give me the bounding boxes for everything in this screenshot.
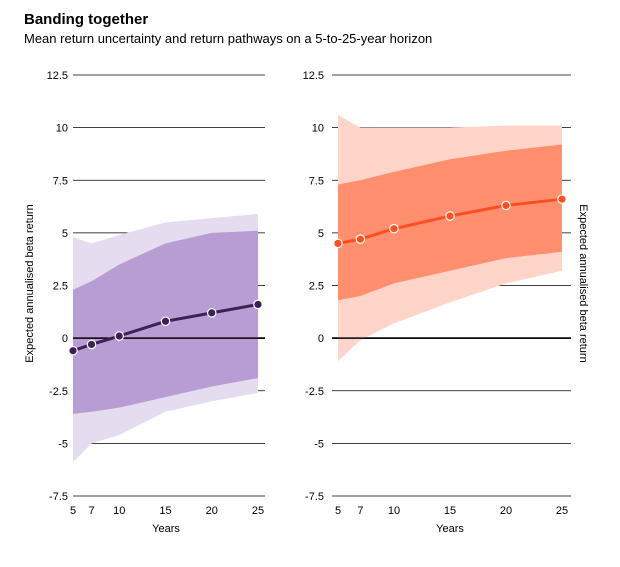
- mean-point: [68, 345, 78, 356]
- y-tick-label: 12.5: [303, 70, 324, 82]
- x-tick-label: 7: [357, 505, 363, 517]
- y-axis-title: Expected annualised beta return: [24, 204, 36, 362]
- x-tick-label: 5: [335, 505, 341, 517]
- mean-point: [160, 316, 171, 327]
- mean-point: [445, 211, 455, 221]
- y-tick-label: 5: [62, 228, 68, 240]
- mean-point: [253, 299, 263, 310]
- y-axis-title: Expected annualised beta return: [577, 204, 589, 362]
- y-tick-label: 0: [318, 333, 324, 345]
- x-tick-label: 10: [113, 505, 125, 517]
- x-tick-label: 15: [159, 505, 171, 517]
- mean-point: [557, 194, 567, 204]
- mean-point: [86, 339, 97, 350]
- chart-title: Banding together: [24, 11, 149, 28]
- y-tick-label: -2.5: [49, 386, 68, 398]
- mean-point: [501, 200, 511, 211]
- y-tick-label: 2.5: [53, 281, 68, 293]
- x-tick-label: 15: [444, 505, 456, 517]
- y-tick-label: 12.5: [47, 70, 68, 82]
- mean-point: [389, 223, 399, 234]
- x-tick-label: 25: [556, 505, 568, 517]
- chart-subtitle: Mean return uncertainty and return pathw…: [24, 31, 433, 46]
- y-tick-label: -5: [58, 438, 68, 450]
- y-tick-label: 7.5: [309, 175, 324, 187]
- mean-point: [333, 238, 343, 249]
- mean-point: [114, 331, 125, 341]
- x-tick-label: 20: [500, 505, 512, 517]
- mean-point: [206, 308, 217, 318]
- y-tick-label: -7.5: [49, 491, 68, 503]
- y-tick-label: 5: [318, 228, 324, 240]
- x-tick-label: 20: [206, 505, 218, 517]
- x-tick-label: 25: [252, 505, 264, 517]
- x-axis-title: Years: [436, 523, 464, 535]
- x-tick-label: 5: [70, 505, 76, 517]
- mean-point: [355, 234, 366, 244]
- y-tick-label: -5: [314, 438, 324, 450]
- x-tick-label: 10: [388, 505, 400, 517]
- y-tick-label: 0: [62, 333, 68, 345]
- y-tick-label: 10: [312, 123, 324, 135]
- x-axis-title: Years: [152, 523, 180, 535]
- y-tick-label: 7.5: [53, 175, 68, 187]
- right-panel: -7.5 -5 -2.5 0 2.5 5 7.5 10 12.5 5 7 10 15 20 25 Years E…: [303, 70, 589, 535]
- y-tick-label: -2.5: [305, 386, 324, 398]
- y-tick-label: 10: [56, 123, 68, 135]
- inner-uncertainty-band: [338, 144, 562, 301]
- x-tick-label: 7: [88, 505, 94, 517]
- y-tick-label: -7.5: [305, 491, 324, 503]
- y-tick-label: 2.5: [309, 281, 324, 293]
